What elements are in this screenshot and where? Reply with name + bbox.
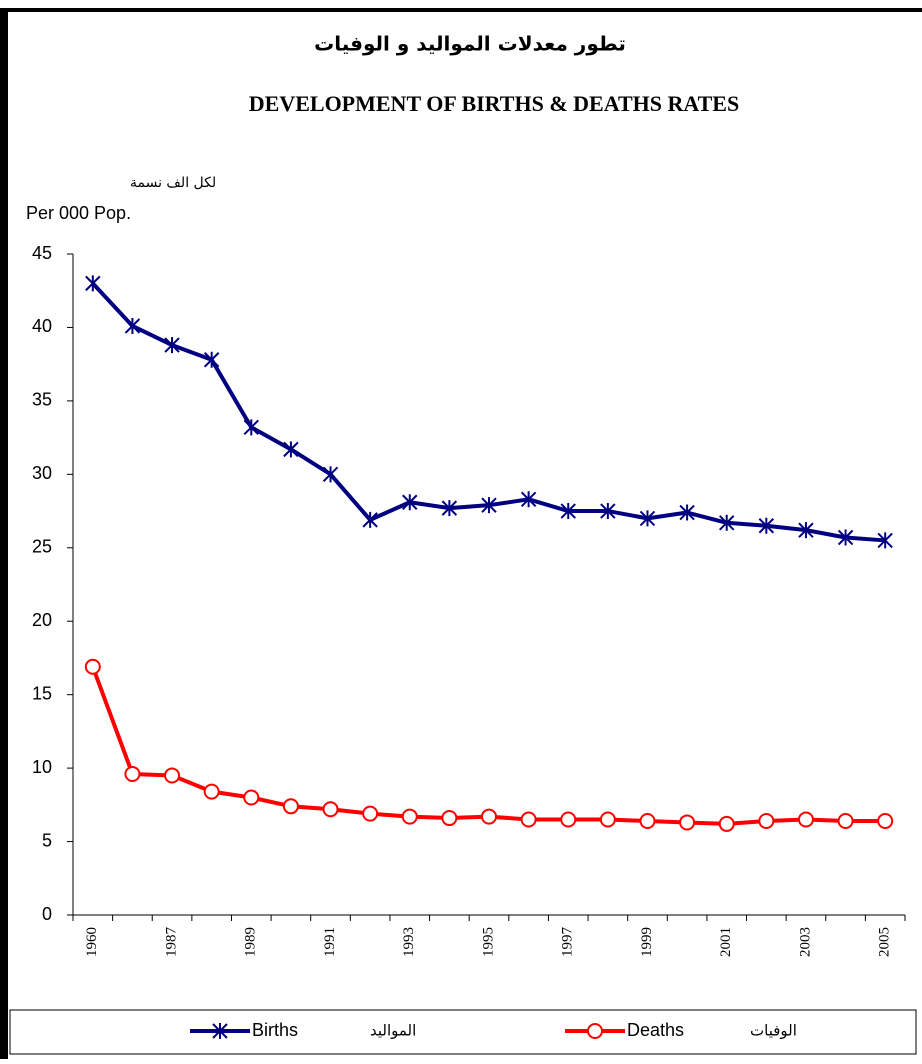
- point: [520, 811, 537, 828]
- point: [362, 805, 379, 822]
- asterisk: [560, 503, 576, 520]
- point: [599, 811, 616, 828]
- point: [600, 503, 616, 520]
- point: [877, 812, 894, 829]
- y-tick-label: 20: [32, 610, 52, 630]
- point: [837, 529, 854, 546]
- y-tick-label: 35: [32, 390, 52, 410]
- point: [322, 466, 339, 483]
- point: [243, 789, 260, 806]
- point: [797, 811, 814, 828]
- asterisk: [212, 1023, 228, 1039]
- point: [719, 514, 735, 531]
- chart-title: DEVELOPMENT OF BIRTHS & DEATHS RATES: [249, 91, 739, 116]
- point: [362, 511, 378, 528]
- point: [164, 337, 180, 354]
- point: [203, 351, 220, 368]
- legend-label: Deaths: [627, 1020, 684, 1040]
- y-tick-label: 10: [32, 757, 52, 777]
- point: [283, 441, 299, 458]
- x-tick-label: 1997: [560, 927, 576, 958]
- point: [243, 419, 259, 436]
- frame-left: [0, 8, 8, 1059]
- asterisk: [164, 337, 180, 354]
- point: [164, 767, 181, 784]
- legend-marker: [587, 1023, 603, 1039]
- asterisk: [322, 466, 339, 483]
- asterisk: [719, 514, 735, 531]
- point: [877, 532, 893, 549]
- asterisk: [837, 529, 854, 546]
- x-tick-label: 1995: [480, 927, 496, 957]
- asterisk: [283, 441, 299, 458]
- point: [441, 810, 458, 827]
- point: [203, 783, 220, 800]
- x-tick-label: 1960: [84, 927, 100, 957]
- point: [560, 503, 576, 520]
- x-tick-label: 2003: [797, 927, 813, 957]
- legend-label-ar: المواليد: [370, 1022, 416, 1040]
- asterisk: [481, 497, 497, 514]
- y-axis-label-ar: لكل الف نسمة: [130, 175, 216, 191]
- point: [282, 798, 299, 815]
- point: [758, 517, 775, 534]
- asterisk: [679, 504, 695, 521]
- asterisk: [758, 517, 775, 534]
- point: [124, 765, 141, 782]
- x-tick-label: 1991: [322, 927, 338, 957]
- point: [481, 497, 497, 514]
- asterisk: [243, 419, 259, 436]
- point: [639, 812, 656, 829]
- chart-title-ar: تطور معدلات المواليد و الوفيات: [314, 32, 626, 56]
- point: [481, 808, 497, 825]
- y-tick-label: 40: [32, 316, 52, 336]
- point: [402, 494, 418, 511]
- point: [679, 814, 696, 831]
- asterisk: [362, 511, 378, 528]
- point: [84, 658, 101, 675]
- point: [639, 510, 656, 527]
- point: [520, 491, 537, 508]
- asterisk: [798, 522, 814, 539]
- legend-box: [9, 1009, 917, 1055]
- y-axis-label: Per 000 Pop.: [26, 203, 131, 223]
- point: [441, 500, 458, 517]
- point: [322, 801, 339, 818]
- point: [401, 808, 418, 825]
- point: [758, 812, 775, 829]
- asterisk: [441, 500, 458, 517]
- y-tick-label: 30: [32, 463, 52, 483]
- asterisk: [85, 275, 101, 292]
- point: [798, 522, 814, 539]
- point: [560, 811, 577, 828]
- asterisk: [639, 510, 656, 527]
- y-tick-label: 45: [32, 243, 52, 263]
- asterisk: [402, 494, 418, 511]
- x-tick-label: 2005: [877, 927, 893, 957]
- x-tick-label: 1989: [243, 927, 259, 957]
- point: [679, 504, 695, 521]
- legend-label: Births: [252, 1020, 298, 1040]
- asterisk: [203, 351, 220, 368]
- x-tick-label: 1993: [401, 927, 417, 957]
- point: [837, 812, 854, 829]
- legend-marker: [212, 1023, 228, 1039]
- legend-label-ar: الوفيات: [750, 1022, 797, 1040]
- asterisk: [520, 491, 537, 508]
- x-tick-label: 1999: [639, 927, 655, 957]
- y-tick-label: 15: [32, 683, 52, 703]
- y-tick-label: 25: [32, 537, 52, 557]
- asterisk: [600, 503, 616, 520]
- point: [85, 275, 101, 292]
- point: [718, 815, 735, 832]
- y-tick-label: 5: [42, 830, 52, 850]
- x-tick-label: 1987: [163, 927, 179, 958]
- x-tick-label: 2001: [718, 927, 734, 957]
- asterisk: [877, 532, 893, 549]
- y-tick-label: 0: [42, 904, 52, 924]
- asterisk: [124, 317, 141, 334]
- point: [124, 317, 141, 334]
